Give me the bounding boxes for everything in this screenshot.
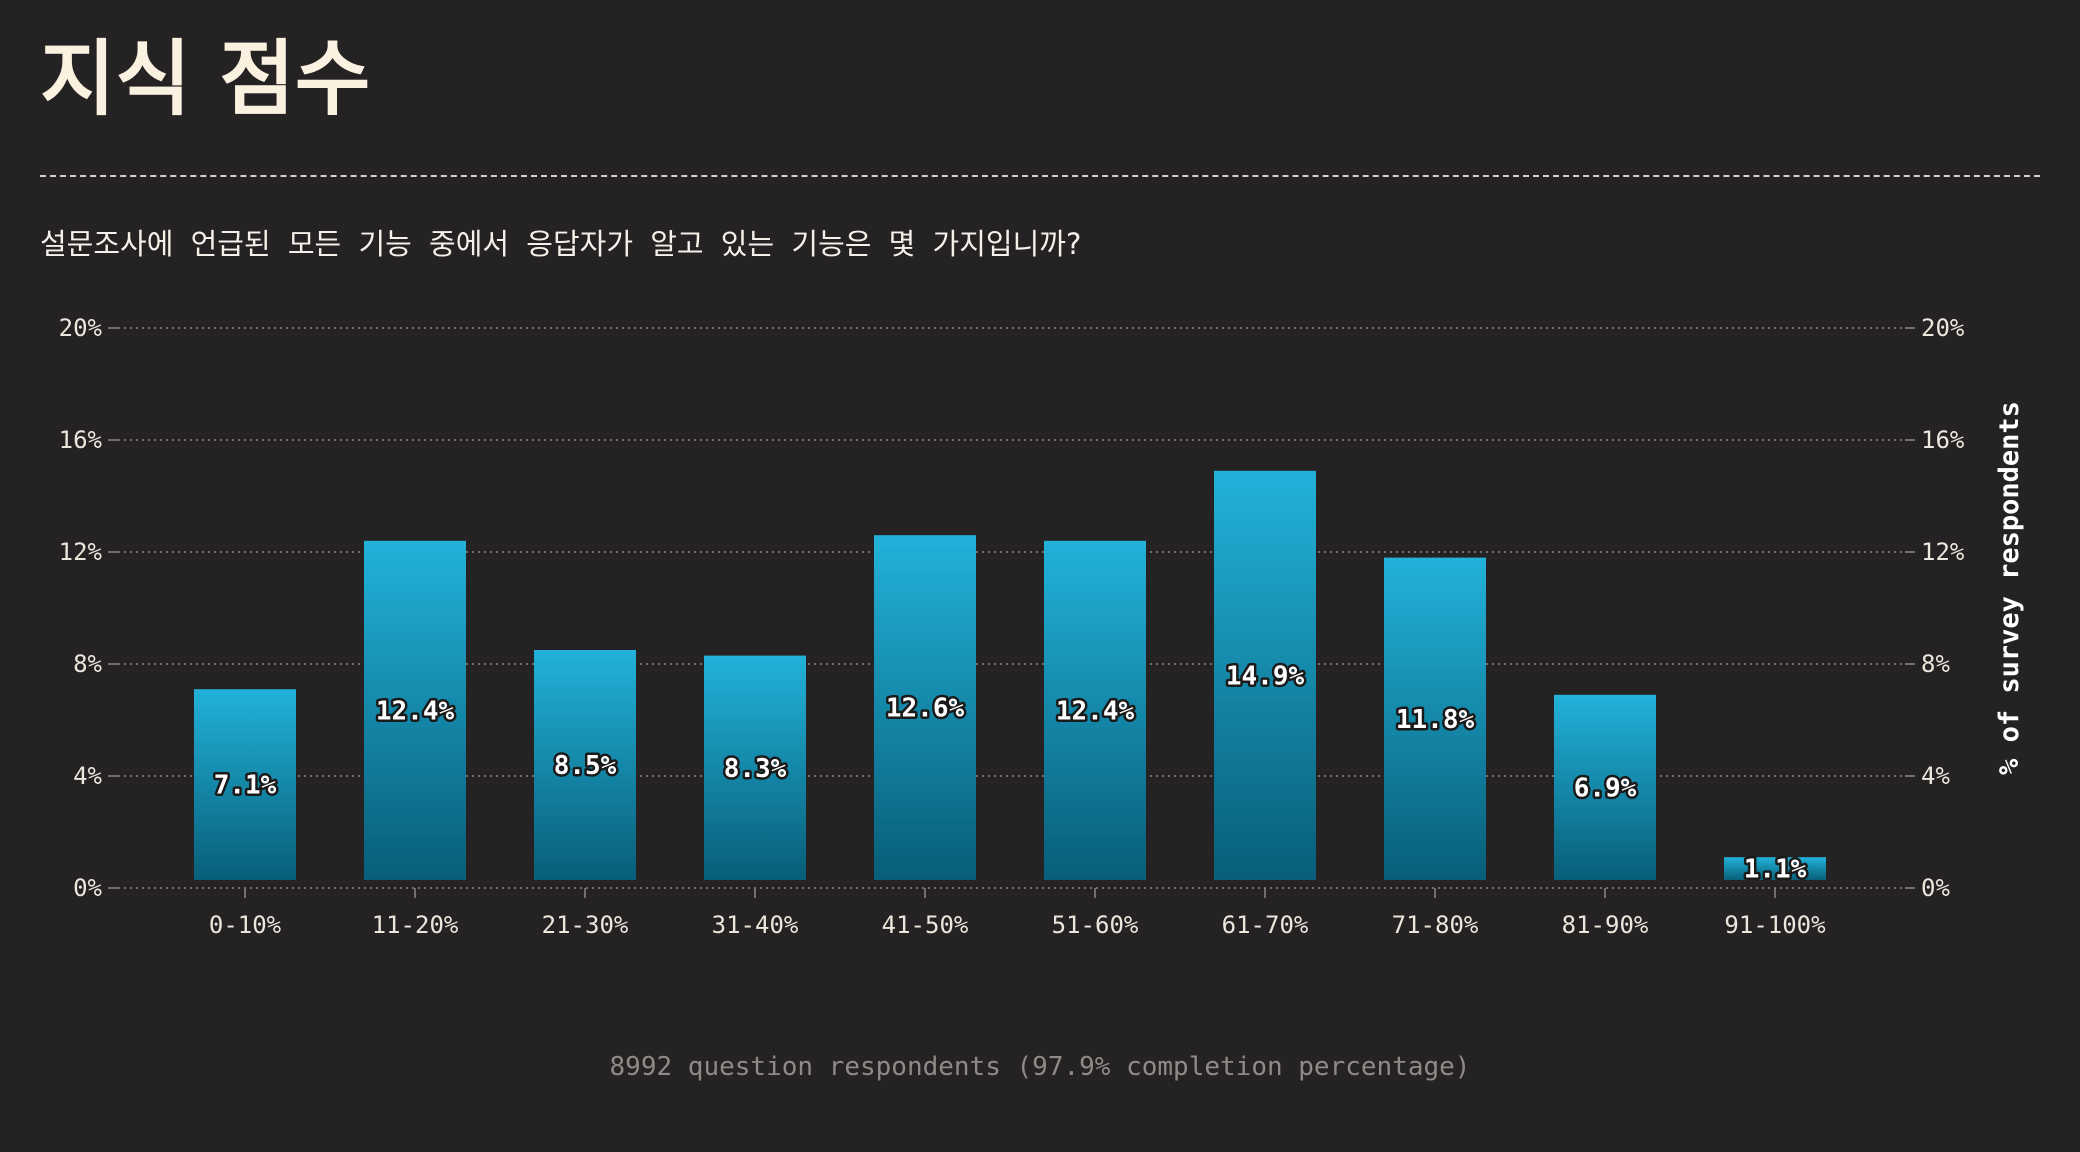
bar bbox=[534, 650, 636, 880]
y-tick-label-left: 12% bbox=[59, 538, 103, 566]
x-tick-label: 61-70% bbox=[1222, 911, 1309, 939]
bars bbox=[194, 470, 1826, 880]
bar-value-label: 7.1% bbox=[214, 771, 277, 801]
bar bbox=[194, 689, 296, 880]
x-tick-label: 31-40% bbox=[712, 911, 799, 939]
title-divider bbox=[40, 175, 2040, 177]
bar-value-label: 6.9% bbox=[1574, 773, 1637, 803]
y-tick-label-right: 20% bbox=[1921, 314, 1965, 342]
x-tick-label: 0-10% bbox=[209, 911, 282, 939]
y-tick-label-left: 16% bbox=[59, 426, 103, 454]
bar-value-label: 11.8% bbox=[1396, 705, 1475, 735]
y-tick-label-left: 0% bbox=[73, 874, 102, 902]
bar-value-label: 1.1% bbox=[1744, 855, 1807, 885]
x-tick-label: 91-100% bbox=[1724, 911, 1826, 939]
y-tick-label-right: 4% bbox=[1921, 762, 1950, 790]
x-tick-label: 71-80% bbox=[1392, 911, 1479, 939]
y-tick-label-left: 4% bbox=[73, 762, 102, 790]
x-tick-label: 51-60% bbox=[1052, 911, 1139, 939]
bar-chart: 0% 0% 4% 4% 8% 8% 12% 12% 16% 16% 20% 20% 0-10% 11-20… bbox=[59, 314, 2025, 939]
footer-note: 8992 question respondents (97.9% complet… bbox=[609, 1052, 1471, 1082]
bar-value-label: 14.9% bbox=[1226, 661, 1305, 691]
bar-value-label: 12.6% bbox=[886, 694, 965, 724]
y-tick-label-right: 16% bbox=[1921, 426, 1965, 454]
bar bbox=[874, 535, 976, 880]
bar bbox=[1554, 694, 1656, 880]
x-tick-label: 81-90% bbox=[1562, 911, 1649, 939]
survey-question: 설문조사에 언급된 모든 기능 중에서 응답자가 알고 있는 기능은 몇 가지입… bbox=[40, 227, 1082, 261]
y-tick-label-right: 0% bbox=[1921, 874, 1950, 902]
bar-value-label: 12.4% bbox=[1056, 696, 1135, 726]
y-tick-label-right: 12% bbox=[1921, 538, 1965, 566]
bar bbox=[1724, 857, 1826, 880]
x-tick-label: 21-30% bbox=[542, 911, 629, 939]
bar bbox=[364, 540, 466, 880]
x-tick-label: 41-50% bbox=[882, 911, 969, 939]
bar-value-label: 8.3% bbox=[724, 754, 787, 784]
y-tick-label-left: 20% bbox=[59, 314, 103, 342]
y-tick-label-right: 8% bbox=[1921, 650, 1950, 678]
x-tick-label: 11-20% bbox=[372, 911, 459, 939]
bar-value-labels: 7.1% 12.4% 8.5% 8.3% 12.6% 12.4% 14.9% 11.8% 6.9… bbox=[211, 659, 1809, 887]
bar-value-label: 12.4% bbox=[376, 696, 455, 726]
bar bbox=[704, 655, 806, 880]
y-axis-title: % of survey respondents bbox=[1994, 401, 2025, 775]
y-tick-label-left: 8% bbox=[73, 650, 102, 678]
bar-value-label: 8.5% bbox=[554, 751, 617, 781]
page-title: 지식 점수 bbox=[40, 32, 371, 127]
bar bbox=[1214, 470, 1316, 880]
bar bbox=[1044, 540, 1146, 880]
bar bbox=[1384, 557, 1486, 880]
axis-ticks: 0% 0% 4% 4% 8% 8% 12% 12% 16% 16% 20% 20% 0-10% 11-20… bbox=[59, 314, 1965, 939]
